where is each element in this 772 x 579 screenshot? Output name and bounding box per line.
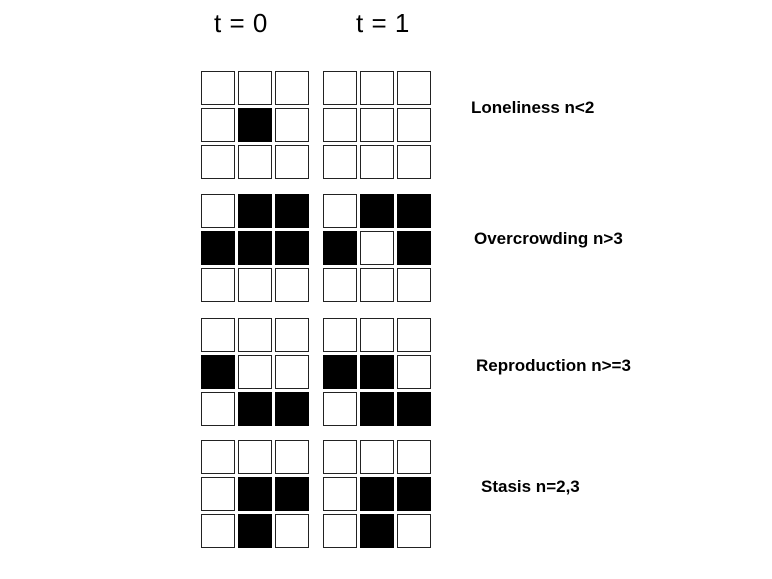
rule-label-reproduction: Reproduction n>=3 bbox=[476, 356, 631, 375]
cell-dead bbox=[397, 440, 431, 474]
cell-dead bbox=[201, 108, 235, 142]
cell-dead bbox=[201, 145, 235, 179]
cell-dead bbox=[201, 477, 235, 511]
cell-dead bbox=[201, 71, 235, 105]
cell-alive bbox=[360, 392, 394, 426]
cell-dead bbox=[323, 392, 357, 426]
cell-dead bbox=[397, 514, 431, 548]
grid-stasis-t1 bbox=[323, 440, 431, 548]
cell-dead bbox=[360, 145, 394, 179]
cell-dead bbox=[201, 440, 235, 474]
cell-alive bbox=[360, 194, 394, 228]
cell-alive bbox=[397, 392, 431, 426]
header-t1: t = 1 bbox=[356, 8, 410, 38]
cell-dead bbox=[201, 268, 235, 302]
cell-dead bbox=[238, 268, 272, 302]
cell-alive bbox=[201, 355, 235, 389]
grid-overcrowding-t0 bbox=[201, 194, 309, 302]
cell-dead bbox=[238, 440, 272, 474]
cell-dead bbox=[360, 440, 394, 474]
cell-dead bbox=[275, 108, 309, 142]
cell-alive bbox=[323, 231, 357, 265]
cell-dead bbox=[360, 71, 394, 105]
cell-alive bbox=[238, 108, 272, 142]
cell-dead bbox=[397, 71, 431, 105]
cell-alive bbox=[397, 477, 431, 511]
cell-dead bbox=[201, 392, 235, 426]
cell-dead bbox=[323, 71, 357, 105]
grid-stasis-t0 bbox=[201, 440, 309, 548]
cell-dead bbox=[360, 108, 394, 142]
cell-dead bbox=[323, 440, 357, 474]
cell-dead bbox=[238, 71, 272, 105]
cell-alive bbox=[275, 231, 309, 265]
cell-alive bbox=[275, 194, 309, 228]
rule-label-overcrowding: Overcrowding n>3 bbox=[474, 229, 623, 248]
cell-dead bbox=[238, 145, 272, 179]
cell-dead bbox=[360, 268, 394, 302]
cell-dead bbox=[275, 145, 309, 179]
grid-loneliness-t1 bbox=[323, 71, 431, 179]
cell-dead bbox=[397, 355, 431, 389]
header-t0: t = 0 bbox=[214, 8, 268, 38]
cell-dead bbox=[275, 318, 309, 352]
grid-overcrowding-t1 bbox=[323, 194, 431, 302]
cell-dead bbox=[201, 318, 235, 352]
cell-dead bbox=[201, 514, 235, 548]
cell-alive bbox=[397, 194, 431, 228]
cell-alive bbox=[323, 355, 357, 389]
cell-dead bbox=[397, 145, 431, 179]
grid-loneliness-t0 bbox=[201, 71, 309, 179]
grid-reproduction-t1 bbox=[323, 318, 431, 426]
cell-alive bbox=[238, 392, 272, 426]
cell-alive bbox=[275, 392, 309, 426]
cell-alive bbox=[238, 194, 272, 228]
cell-dead bbox=[275, 268, 309, 302]
cell-dead bbox=[238, 318, 272, 352]
cell-alive bbox=[238, 231, 272, 265]
cell-dead bbox=[275, 355, 309, 389]
grid-reproduction-t0 bbox=[201, 318, 309, 426]
cell-dead bbox=[201, 194, 235, 228]
cell-dead bbox=[360, 318, 394, 352]
cell-dead bbox=[238, 355, 272, 389]
cell-dead bbox=[323, 318, 357, 352]
cell-dead bbox=[323, 194, 357, 228]
cell-alive bbox=[360, 477, 394, 511]
cell-dead bbox=[323, 108, 357, 142]
cell-dead bbox=[275, 71, 309, 105]
cell-alive bbox=[275, 477, 309, 511]
cell-alive bbox=[238, 477, 272, 511]
cell-dead bbox=[397, 318, 431, 352]
cell-dead bbox=[275, 514, 309, 548]
cell-alive bbox=[360, 514, 394, 548]
cell-alive bbox=[397, 231, 431, 265]
cell-dead bbox=[323, 268, 357, 302]
cell-dead bbox=[397, 268, 431, 302]
rule-label-loneliness: Loneliness n<2 bbox=[471, 98, 595, 117]
cell-alive bbox=[201, 231, 235, 265]
cell-dead bbox=[323, 514, 357, 548]
rule-label-stasis: Stasis n=2,3 bbox=[481, 477, 580, 496]
cell-dead bbox=[397, 108, 431, 142]
cell-dead bbox=[360, 231, 394, 265]
cell-dead bbox=[275, 440, 309, 474]
cell-alive bbox=[238, 514, 272, 548]
cell-dead bbox=[323, 145, 357, 179]
cell-dead bbox=[323, 477, 357, 511]
cell-alive bbox=[360, 355, 394, 389]
